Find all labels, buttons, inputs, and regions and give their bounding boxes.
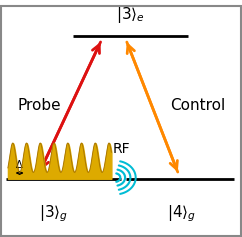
Text: $\Delta$: $\Delta$ [15,158,24,170]
Text: RF: RF [112,142,130,156]
Text: $|3\rangle_e$: $|3\rangle_e$ [116,5,145,24]
Text: Probe: Probe [17,98,61,113]
Text: Control: Control [170,98,226,113]
Text: $|3\rangle_g$: $|3\rangle_g$ [39,203,68,223]
Text: $|4\rangle_g$: $|4\rangle_g$ [166,203,196,223]
